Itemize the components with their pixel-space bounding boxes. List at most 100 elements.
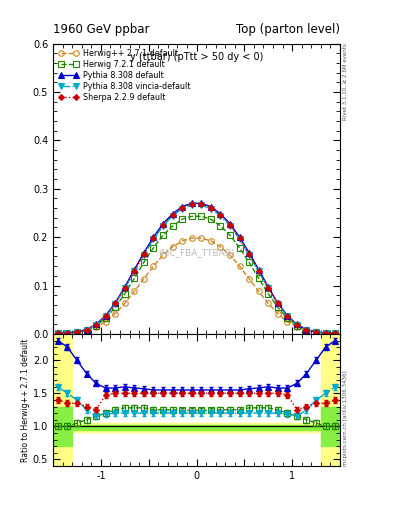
- Text: Rivet 3.1.10, ≥ 2.6M events: Rivet 3.1.10, ≥ 2.6M events: [343, 44, 348, 120]
- Sherpa 2.2.9 default: [84, 327, 89, 333]
- Herwig++ 2.7.1 default: [55, 330, 60, 336]
- Herwig++ 2.7.1 default: [132, 288, 137, 294]
- Herwig++ 2.7.1 default: [189, 235, 194, 241]
- Herwig++ 2.7.1 default: [275, 310, 280, 316]
- Pythia 8.308 vincia-default: [209, 205, 213, 211]
- Herwig++ 2.7.1 default: [247, 275, 252, 282]
- Herwig++ 2.7.1 default: [304, 328, 309, 334]
- Herwig 7.2.1 default: [256, 275, 261, 281]
- Herwig 7.2.1 default: [132, 275, 137, 281]
- Line: Pythia 8.308 vincia-default: Pythia 8.308 vincia-default: [55, 202, 338, 336]
- Pythia 8.308 vincia-default: [256, 268, 261, 274]
- Sherpa 2.2.9 default: [314, 329, 318, 335]
- Herwig++ 2.7.1 default: [199, 235, 204, 241]
- Text: mcplots.cern.ch [arXiv:1306.3436]: mcplots.cern.ch [arXiv:1306.3436]: [343, 370, 348, 466]
- Herwig 7.2.1 default: [75, 329, 79, 335]
- Pythia 8.308 default: [275, 300, 280, 306]
- Text: y (ttbar) (pTtt > 50 dy < 0): y (ttbar) (pTtt > 50 dy < 0): [130, 52, 263, 62]
- Line: Herwig 7.2.1 default: Herwig 7.2.1 default: [55, 214, 338, 336]
- Pythia 8.308 default: [103, 312, 108, 318]
- Sherpa 2.2.9 default: [103, 313, 108, 319]
- Pythia 8.308 default: [94, 321, 98, 327]
- Pythia 8.308 default: [333, 330, 338, 336]
- Pythia 8.308 default: [55, 330, 60, 336]
- Pythia 8.308 vincia-default: [141, 252, 146, 258]
- Sherpa 2.2.9 default: [75, 329, 79, 335]
- Sherpa 2.2.9 default: [275, 301, 280, 307]
- Pythia 8.308 vincia-default: [323, 330, 328, 336]
- Sherpa 2.2.9 default: [132, 268, 137, 274]
- Sherpa 2.2.9 default: [256, 268, 261, 274]
- Sherpa 2.2.9 default: [209, 204, 213, 210]
- Line: Sherpa 2.2.9 default: Sherpa 2.2.9 default: [56, 202, 337, 335]
- Herwig 7.2.1 default: [218, 223, 223, 229]
- Pythia 8.308 vincia-default: [199, 202, 204, 208]
- Pythia 8.308 vincia-default: [75, 329, 79, 335]
- Herwig++ 2.7.1 default: [94, 324, 98, 330]
- Pythia 8.308 default: [151, 234, 156, 240]
- Sherpa 2.2.9 default: [199, 201, 204, 207]
- Sherpa 2.2.9 default: [55, 330, 60, 336]
- Pythia 8.308 vincia-default: [295, 322, 299, 328]
- Herwig 7.2.1 default: [151, 245, 156, 251]
- Sherpa 2.2.9 default: [228, 222, 232, 228]
- Herwig++ 2.7.1 default: [314, 329, 318, 335]
- Herwig 7.2.1 default: [103, 315, 108, 322]
- Herwig++ 2.7.1 default: [295, 324, 299, 330]
- Sherpa 2.2.9 default: [65, 330, 70, 336]
- Pythia 8.308 vincia-default: [189, 202, 194, 208]
- Pythia 8.308 vincia-default: [123, 285, 127, 291]
- Pythia 8.308 default: [256, 266, 261, 272]
- Herwig 7.2.1 default: [84, 327, 89, 333]
- Herwig 7.2.1 default: [237, 245, 242, 251]
- Herwig++ 2.7.1 default: [141, 275, 146, 282]
- Pythia 8.308 vincia-default: [132, 268, 137, 274]
- Herwig 7.2.1 default: [314, 329, 318, 335]
- Herwig 7.2.1 default: [55, 330, 60, 336]
- Herwig 7.2.1 default: [323, 330, 328, 336]
- Sherpa 2.2.9 default: [295, 322, 299, 328]
- Herwig++ 2.7.1 default: [170, 244, 175, 250]
- Herwig 7.2.1 default: [199, 213, 204, 219]
- Pythia 8.308 default: [237, 234, 242, 240]
- Line: Herwig++ 2.7.1 default: Herwig++ 2.7.1 default: [55, 236, 338, 336]
- Sherpa 2.2.9 default: [151, 235, 156, 241]
- Herwig 7.2.1 default: [266, 291, 270, 297]
- Pythia 8.308 vincia-default: [113, 301, 118, 307]
- Sherpa 2.2.9 default: [323, 330, 328, 336]
- Sherpa 2.2.9 default: [266, 285, 270, 291]
- Herwig++ 2.7.1 default: [285, 319, 290, 325]
- Herwig++ 2.7.1 default: [123, 301, 127, 307]
- Sherpa 2.2.9 default: [237, 235, 242, 241]
- Herwig++ 2.7.1 default: [333, 330, 338, 336]
- Herwig++ 2.7.1 default: [180, 238, 185, 244]
- Herwig++ 2.7.1 default: [256, 288, 261, 294]
- Pythia 8.308 vincia-default: [65, 330, 70, 336]
- Sherpa 2.2.9 default: [180, 204, 185, 210]
- Herwig++ 2.7.1 default: [113, 310, 118, 316]
- Pythia 8.308 vincia-default: [55, 330, 60, 336]
- Pythia 8.308 default: [132, 266, 137, 272]
- Pythia 8.308 vincia-default: [151, 236, 156, 242]
- Herwig++ 2.7.1 default: [237, 263, 242, 269]
- Herwig 7.2.1 default: [295, 323, 299, 329]
- Pythia 8.308 default: [189, 200, 194, 206]
- Herwig 7.2.1 default: [285, 315, 290, 322]
- Herwig++ 2.7.1 default: [218, 244, 223, 250]
- Pythia 8.308 default: [218, 211, 223, 217]
- Herwig 7.2.1 default: [304, 327, 309, 333]
- Text: Top (parton level): Top (parton level): [236, 23, 340, 36]
- Text: (MC_FBA_TTBAR): (MC_FBA_TTBAR): [158, 248, 235, 257]
- Sherpa 2.2.9 default: [161, 222, 165, 228]
- Pythia 8.308 vincia-default: [103, 313, 108, 319]
- Pythia 8.308 vincia-default: [314, 329, 318, 335]
- Pythia 8.308 vincia-default: [275, 301, 280, 307]
- Pythia 8.308 default: [199, 200, 204, 206]
- Sherpa 2.2.9 default: [123, 285, 127, 291]
- Pythia 8.308 vincia-default: [218, 213, 223, 219]
- Herwig++ 2.7.1 default: [84, 328, 89, 334]
- Sherpa 2.2.9 default: [141, 251, 146, 257]
- Sherpa 2.2.9 default: [189, 201, 194, 207]
- Herwig 7.2.1 default: [247, 259, 252, 265]
- Herwig++ 2.7.1 default: [161, 252, 165, 258]
